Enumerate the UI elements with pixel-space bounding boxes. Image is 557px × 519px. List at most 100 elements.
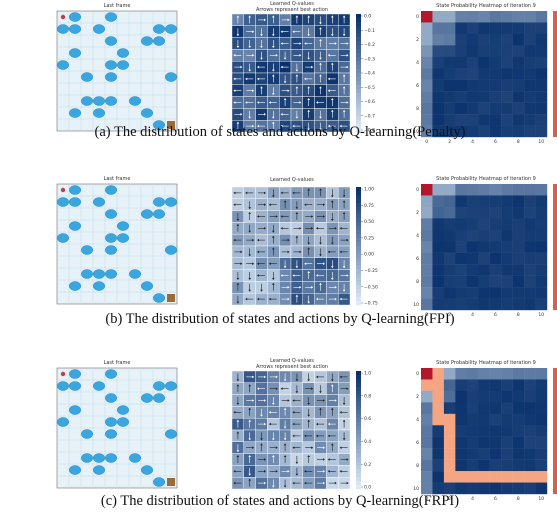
heat-cell [444, 414, 456, 426]
heat-cell [455, 57, 467, 69]
heat-cell [467, 368, 479, 380]
heat-cell [490, 45, 502, 57]
heatmap-y-tick: 2 [416, 37, 419, 43]
heat-cell [478, 126, 490, 138]
heat-cell [536, 34, 548, 46]
ice-hole [57, 24, 69, 33]
heat-cell [478, 471, 490, 483]
ice-hole [57, 60, 69, 69]
heat-cell [421, 414, 433, 426]
heat-cell [421, 22, 433, 34]
colorbar-seg [356, 85, 361, 89]
heat-cell [524, 460, 536, 472]
heatmap-y-tick: 0 [416, 371, 419, 377]
colorbar-seg [356, 89, 361, 93]
colorbar-seg [356, 485, 361, 489]
heat-cell [467, 448, 479, 460]
colorbar-label: 0.50 [364, 219, 374, 225]
ice-hole [93, 96, 105, 105]
heat-cell [455, 11, 467, 23]
colorbar-seg [356, 481, 361, 485]
colorbar-seg [356, 222, 361, 226]
heat-cell [524, 126, 536, 138]
q-subtitle: Arrows represent best action [256, 364, 328, 370]
colorbar-seg [356, 258, 361, 262]
ice-hole [141, 36, 153, 45]
heat-cell [455, 425, 467, 437]
heat-cell [421, 253, 433, 265]
ice-hole [105, 269, 117, 278]
heat-cell [444, 34, 456, 46]
heat-cell [478, 57, 490, 69]
heat-cell [432, 45, 444, 57]
colorbar-seg [356, 116, 361, 120]
colorbar-seg [356, 379, 361, 383]
heat-cell [432, 68, 444, 80]
heat-cell [478, 253, 490, 265]
ice-hole [105, 233, 117, 242]
heat-cell [467, 230, 479, 242]
heat-cell [501, 425, 513, 437]
heat-cell [536, 448, 548, 460]
ice-hole [105, 96, 117, 105]
heat-cell [536, 402, 548, 414]
heat-cell [421, 379, 433, 391]
colorbar-seg [356, 226, 361, 230]
heat-cell [421, 471, 433, 483]
heat-cell [478, 379, 490, 391]
heat-cell [524, 379, 536, 391]
heat-cell [524, 114, 536, 126]
heat-cell [421, 80, 433, 92]
heat-cell [490, 207, 502, 219]
agent [61, 15, 65, 19]
colorbar-seg [356, 254, 361, 258]
heat-cell [432, 103, 444, 115]
heat-cell [421, 91, 433, 103]
ice-hole [105, 185, 117, 194]
heat-cell [524, 483, 536, 495]
panel-title: Last frame [104, 176, 131, 182]
ice-hole [57, 417, 69, 426]
heat-cell [513, 460, 525, 472]
heat-cell [501, 483, 513, 495]
heat-cell [490, 437, 502, 449]
heat-cell [501, 448, 513, 460]
heat-cell [478, 184, 490, 196]
heat-cell [444, 471, 456, 483]
heat-cell [444, 230, 456, 242]
heat-cell [524, 68, 536, 80]
heat-cell [536, 22, 548, 34]
colorbar-label: −0.5 [364, 85, 375, 91]
heat-cell [421, 241, 433, 253]
ice-hole [105, 60, 117, 69]
heat-cell [444, 57, 456, 69]
colorbar-seg [356, 234, 361, 238]
agent [61, 188, 65, 192]
heat-cell [467, 34, 479, 46]
ice-hole [81, 245, 93, 254]
colorbar-seg [356, 101, 361, 105]
colorbar-seg [356, 108, 361, 112]
heatmap-x-tick: 6 [494, 496, 497, 502]
heat-cell [478, 34, 490, 46]
heat-cell [513, 391, 525, 403]
heat-cell [524, 276, 536, 288]
heat-cell [524, 425, 536, 437]
heat-cell [513, 368, 525, 380]
colorbar-seg [356, 277, 361, 281]
colorbar-label: 1.0 [364, 371, 371, 377]
heat-cell [432, 299, 444, 311]
colorbar-seg [356, 34, 361, 38]
heat-cell [421, 368, 433, 380]
heat-cell [536, 195, 548, 207]
colorbar-seg [356, 42, 361, 46]
ice-hole [117, 233, 129, 242]
heat-cell [432, 391, 444, 403]
heat-cell [467, 184, 479, 196]
heat-cell [455, 460, 467, 472]
ice-hole [153, 24, 165, 33]
heatmap-y-tick: 8 [416, 106, 419, 112]
heat-cell [467, 103, 479, 115]
heat-cell [455, 68, 467, 80]
colorbar-seg [356, 446, 361, 450]
